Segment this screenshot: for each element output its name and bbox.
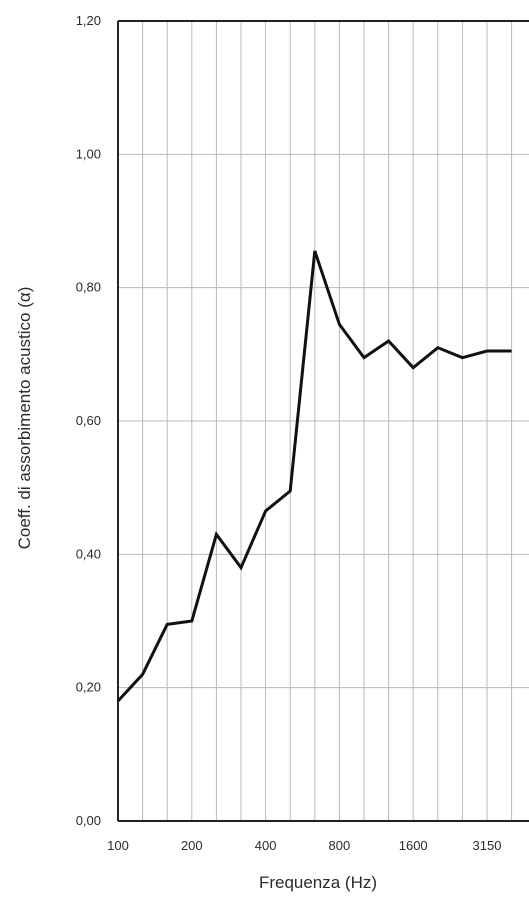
y-tick-label: 0,60 (76, 413, 101, 428)
y-tick-label: 1,00 (76, 146, 101, 161)
x-axis-label: Frequenza (Hz) (259, 873, 377, 892)
y-tick-label: 0,00 (76, 813, 101, 828)
series-line (116, 250, 512, 703)
x-tick-labels: 100 200 400 800 1600 3150 (107, 838, 501, 853)
y-tick-label: 0,20 (76, 680, 101, 695)
y-axis-label: Coeff. di assorbimento acustico (α) (15, 287, 34, 550)
x-tick-label: 1600 (399, 838, 428, 853)
series-group (116, 250, 512, 703)
x-tick-label: 400 (255, 838, 277, 853)
y-tick-label: 1,20 (76, 13, 101, 28)
x-tick-label: 800 (329, 838, 351, 853)
y-tick-labels: 0,00 0,20 0,40 0,60 0,80 1,00 1,20 (76, 13, 101, 828)
x-tick-label: 3150 (473, 838, 502, 853)
grid-lines (118, 21, 529, 821)
y-tick-label: 0,80 (76, 280, 101, 295)
y-tick-label: 0,40 (76, 546, 101, 561)
plot-frame (117, 20, 529, 822)
x-tick-label: 100 (107, 838, 129, 853)
x-tick-label: 200 (181, 838, 203, 853)
